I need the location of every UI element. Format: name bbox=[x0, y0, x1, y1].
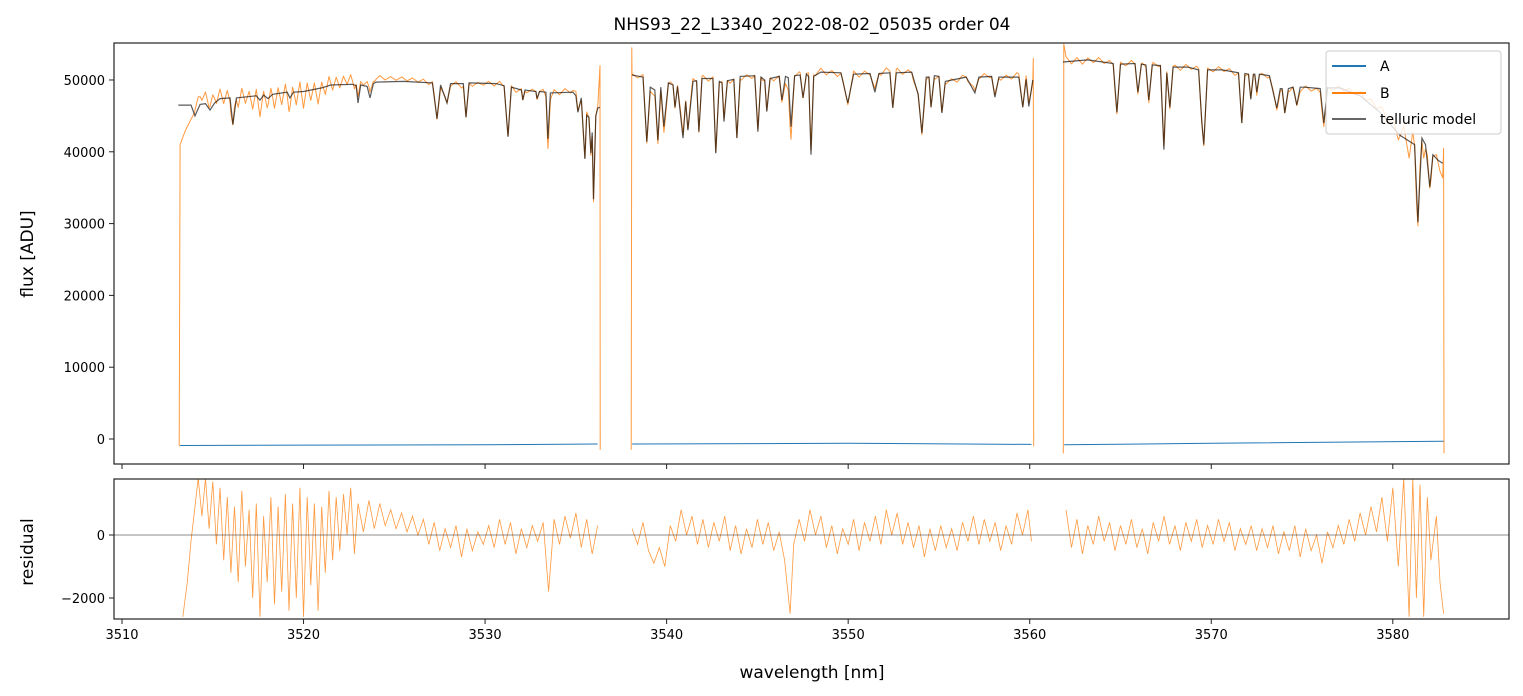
series-a-segment-2 bbox=[632, 442, 1032, 445]
x-axis-label: wavelength [nm] bbox=[739, 663, 884, 683]
x-tick-label: 3570 bbox=[1195, 628, 1228, 643]
y-tick-label: 50000 bbox=[64, 74, 105, 89]
plot-area-residual bbox=[114, 479, 1509, 617]
x-tick-label: 3530 bbox=[469, 628, 502, 643]
x-tick-label: 3550 bbox=[832, 628, 865, 643]
series-a-segment-3 bbox=[1064, 440, 1444, 446]
series-a-segment-1 bbox=[180, 443, 598, 446]
legend-label-b: B bbox=[1380, 86, 1390, 102]
x-tick-label: 3510 bbox=[105, 628, 138, 643]
legend: A B telluric model bbox=[1325, 50, 1502, 135]
series-residual-segment-1 bbox=[182, 479, 598, 617]
y-tick-label: −2000 bbox=[61, 592, 105, 607]
y-tick-label: 40000 bbox=[64, 146, 105, 161]
legend-label-a: A bbox=[1380, 59, 1390, 75]
y-tick-label: 0 bbox=[97, 433, 105, 448]
series-telluric-model-segment-1 bbox=[178, 80, 601, 200]
legend-label-telluric: telluric model bbox=[1380, 112, 1476, 128]
plot-area-flux bbox=[178, 43, 1445, 454]
series-residual-segment-2 bbox=[631, 509, 1032, 614]
x-tick-label: 3520 bbox=[287, 628, 320, 643]
y-tick-label: 20000 bbox=[64, 289, 105, 304]
x-tick-label: 3560 bbox=[1013, 628, 1046, 643]
x-tick-label: 3540 bbox=[650, 628, 683, 643]
y-tick-label: 30000 bbox=[64, 218, 105, 233]
y-axis-label-residual: residual bbox=[18, 518, 38, 585]
series-telluric-model-segment-2 bbox=[631, 71, 1034, 155]
legend-box bbox=[1325, 50, 1502, 135]
series-b-segment-3 bbox=[1062, 43, 1445, 454]
y-axis-label-flux: flux [ADU] bbox=[18, 210, 38, 297]
x-tick-label: 3580 bbox=[1376, 628, 1409, 643]
y-tick-label: 0 bbox=[97, 529, 105, 544]
series-b-segment-2 bbox=[630, 47, 1035, 450]
series-b-segment-1 bbox=[178, 65, 601, 450]
series-residual-segment-3 bbox=[1065, 479, 1444, 617]
axes-frame-residual bbox=[113, 478, 1510, 620]
axes-frame-flux bbox=[113, 42, 1510, 465]
y-tick-label: 10000 bbox=[64, 361, 105, 376]
chart-title: NHS93_22_L3340_2022-08-02_05035 order 04 bbox=[614, 15, 1011, 35]
